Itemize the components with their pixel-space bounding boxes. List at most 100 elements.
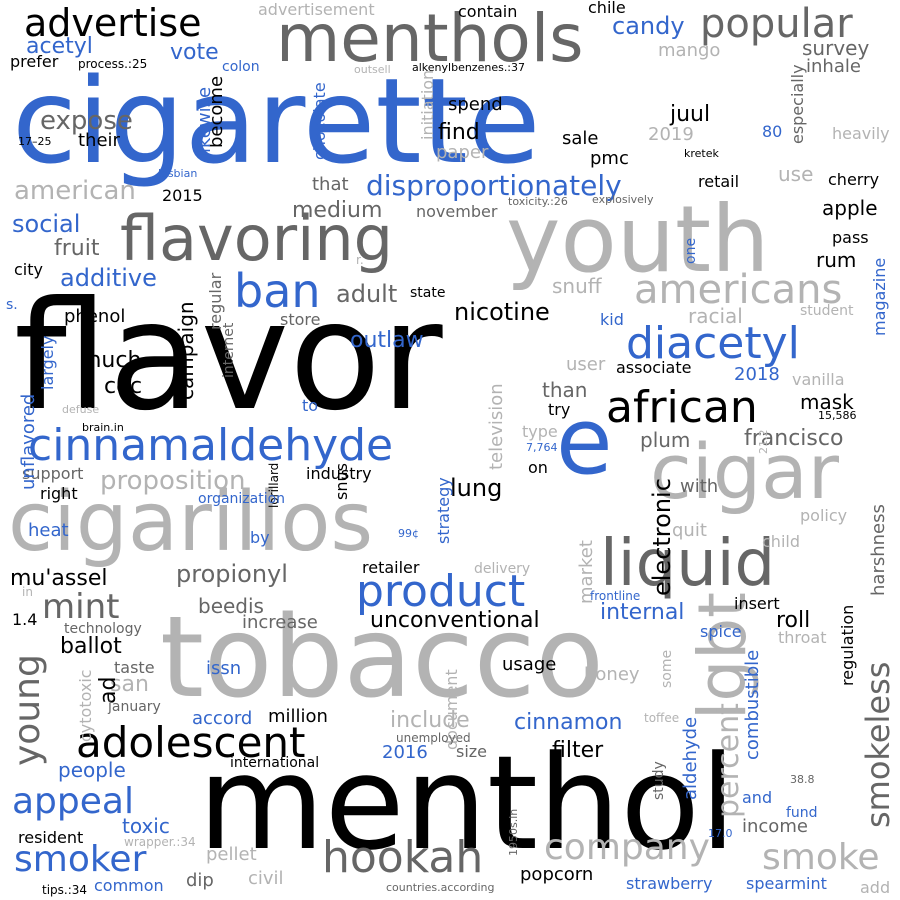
cloud-word: racial — [688, 304, 743, 328]
cloud-word: technology — [64, 621, 142, 637]
cloud-word: 80 — [762, 122, 783, 141]
cloud-word: retail — [698, 172, 740, 191]
cloud-word: cinnamaldehyde — [28, 420, 394, 471]
cloud-word: campaign — [174, 301, 198, 400]
cloud-word: toffee — [644, 711, 680, 725]
cloud-word: right — [40, 484, 78, 503]
cloud-word: associate — [616, 358, 692, 377]
cloud-word: san — [110, 672, 149, 697]
cloud-word: 1950s.in — [507, 808, 520, 856]
cloud-word: strawberry — [626, 874, 713, 893]
cloud-word: regular — [206, 272, 225, 330]
cloud-word: brain.in — [82, 421, 124, 434]
cloud-word: that — [312, 174, 349, 195]
cloud-word: lung — [450, 474, 503, 502]
cloud-word: mask — [800, 390, 854, 414]
cloud-word: company — [544, 827, 710, 868]
cloud-word: roll — [776, 608, 811, 633]
cloud-word: cherry — [828, 170, 880, 189]
cloud-word: paper — [436, 142, 489, 163]
cloud-word: try — [548, 400, 571, 419]
cloud-word: disproportionately — [366, 169, 622, 202]
cloud-word: fund — [786, 805, 818, 821]
cloud-word: expose — [40, 106, 133, 136]
cloud-word: some — [659, 649, 675, 688]
cloud-word: 99¢ — [398, 527, 419, 540]
cloud-word: state — [410, 285, 446, 301]
cloud-word: especially — [788, 64, 807, 144]
cloud-word: electronic — [648, 478, 676, 596]
cloud-word: beedis — [198, 594, 264, 618]
cloud-word: propionyl — [176, 560, 288, 588]
cloud-word: plum — [640, 428, 691, 452]
cloud-word: medium — [292, 198, 383, 223]
cloud-word: international — [230, 755, 320, 771]
cloud-word: pellet — [206, 844, 257, 865]
cloud-word: accord — [192, 708, 253, 729]
cloud-word: hookah — [322, 832, 484, 883]
cloud-word: apple — [822, 196, 878, 220]
cloud-word: internal — [600, 600, 685, 625]
cloud-word: acetyl — [26, 34, 93, 59]
cloud-word: 2015 — [162, 186, 203, 205]
cloud-word: juul — [670, 102, 711, 127]
cloud-word: size — [456, 742, 488, 761]
cloud-word: delivery — [474, 561, 531, 577]
cloud-word: candy — [612, 12, 685, 40]
cloud-word: menthols — [276, 0, 584, 77]
cloud-word: policy — [800, 506, 848, 525]
cloud-word: nicotine — [454, 298, 550, 326]
cloud-word: cigar — [650, 427, 839, 516]
cloud-word: insert — [734, 594, 780, 613]
cloud-word: add — [860, 878, 891, 897]
cloud-word: smoke — [762, 837, 880, 878]
cloud-word: 17–25 — [18, 135, 52, 148]
cloud-word: usage — [502, 654, 557, 675]
cloud-word: honey — [584, 664, 640, 685]
cloud-word: smoker — [14, 839, 147, 880]
cloud-word: youth — [506, 186, 770, 293]
cloud-word: toxic — [122, 814, 170, 838]
cloud-word: prefer — [10, 52, 59, 71]
cloud-word: cinnamon — [514, 710, 623, 735]
cloud-word: wrapper.:34 — [124, 835, 196, 849]
cloud-word: largely — [38, 335, 57, 390]
cloud-word: harshness — [868, 504, 889, 596]
cloud-word: fruit — [54, 236, 100, 261]
cloud-word: ban — [234, 264, 321, 318]
cloud-word: mu'assel — [10, 566, 108, 591]
cloud-word: rum — [816, 248, 857, 272]
cloud-word: african — [606, 382, 758, 433]
cloud-word: use — [778, 162, 814, 186]
cloud-word: additive — [60, 264, 157, 292]
cloud-word: s. — [6, 297, 18, 313]
cloud-word: in — [22, 585, 33, 599]
cloud-word: include — [390, 708, 470, 733]
cloud-word: vanilla — [792, 370, 845, 389]
cloud-word: million — [268, 706, 328, 727]
cloud-word: magazine — [870, 257, 889, 336]
cloud-word: proposition — [100, 466, 246, 496]
cloud-word: city — [14, 260, 43, 279]
cloud-word: tobacco — [160, 593, 604, 723]
cloud-word: americans — [634, 267, 843, 313]
cloud-word: lesbian — [158, 167, 198, 180]
cloud-word: common — [94, 876, 164, 895]
cloud-word: unemployed — [396, 731, 471, 745]
cloud-word: user — [566, 354, 606, 375]
cloud-word: taste — [114, 658, 155, 677]
cloud-word: inhale — [806, 56, 861, 77]
cloud-word: menthol — [198, 727, 737, 879]
cloud-word: filter — [552, 738, 604, 763]
cloud-word: organization — [198, 491, 286, 507]
cloud-word: young — [7, 654, 48, 766]
cloud-word: smokeless — [859, 661, 897, 828]
cloud-word: pass — [832, 228, 869, 247]
cloud-word: 2016 — [382, 742, 428, 763]
cloud-word: r. — [356, 253, 364, 267]
cloud-word: social — [12, 210, 81, 238]
cloud-word: cytotoxic — [76, 669, 95, 742]
cloud-word: november — [416, 202, 498, 221]
cloud-word: industry — [306, 464, 372, 483]
